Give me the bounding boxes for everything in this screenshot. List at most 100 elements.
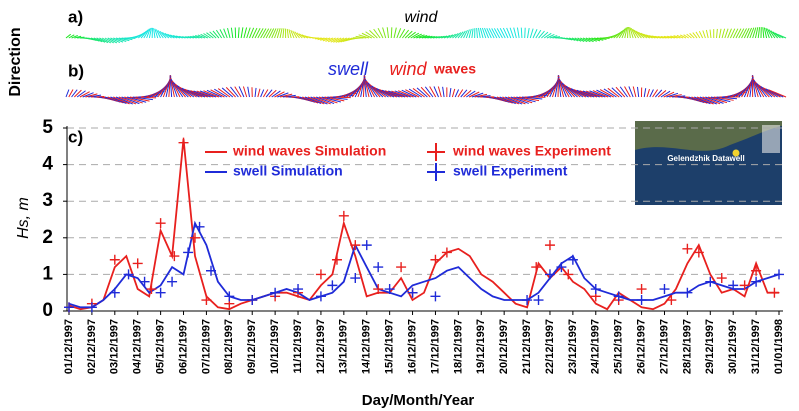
series-marker: [545, 240, 555, 250]
direction-arrow: [517, 28, 519, 38]
x-tick-label: 06/12/1997: [177, 319, 189, 374]
x-tick-label: 01/12/1997: [63, 319, 75, 374]
series-marker: [637, 295, 647, 305]
direction-arrow: [269, 29, 274, 38]
direction-arrow: [438, 87, 441, 97]
series-marker: [774, 269, 784, 279]
x-tick-label: 25/12/1997: [613, 319, 625, 374]
direction-arrow: [478, 28, 480, 38]
series-marker: [396, 262, 406, 272]
direction-arrow: [255, 88, 256, 97]
direction-arrow: [450, 88, 451, 97]
direction-arrow: [527, 28, 529, 38]
x-tick-label: 23/12/1997: [567, 319, 579, 374]
panel-label: b): [68, 61, 84, 80]
y-tick-label: 0: [42, 300, 53, 321]
x-tick-label: 15/12/1997: [384, 319, 396, 374]
direction-arrow: [261, 29, 266, 38]
direction-arrow: [248, 87, 250, 97]
direction-arrow: [492, 28, 497, 38]
panel-title: wind: [389, 59, 427, 79]
series-marker: [545, 269, 555, 279]
x-tick-label: 08/12/1997: [223, 319, 235, 374]
series-marker: [167, 277, 177, 287]
direction-arrow: [394, 28, 396, 38]
series-marker: [682, 244, 692, 254]
direction-arrow: [443, 87, 444, 97]
series-marker: [247, 295, 257, 305]
x-tick-label: 26/12/1997: [635, 319, 647, 374]
direction-arrow: [742, 28, 747, 38]
series-marker: [156, 218, 166, 228]
direction-arrow: [391, 27, 392, 38]
x-tick-label: 11/12/1997: [292, 319, 304, 373]
x-tick-label: 14/12/1997: [361, 319, 373, 374]
direction-arrow: [263, 29, 268, 38]
x-tick-label: 18/12/1997: [452, 319, 464, 374]
x-tick-label: 21/12/1997: [521, 319, 533, 374]
y-tick-label: 2: [42, 227, 53, 248]
inset-compass: [762, 125, 780, 153]
x-tick-label: 31/12/1997: [750, 319, 762, 374]
series-marker: [637, 284, 647, 294]
direction-arrow: [238, 27, 239, 38]
series-marker: [534, 295, 544, 305]
direction-arrow: [266, 29, 271, 38]
direction-arrow: [722, 29, 725, 38]
direction-arrow: [706, 30, 708, 38]
direction-arrow: [280, 28, 282, 38]
direction-arrow: [644, 88, 645, 97]
direction-arrow: [719, 29, 721, 38]
legend-label: wind waves Simulation: [232, 143, 386, 159]
x-tick-label: 19/12/1997: [475, 319, 487, 374]
direction-arrow: [243, 86, 246, 97]
inset-map: Gelendzhik Datawell: [635, 121, 782, 205]
y-tick-label: 1: [42, 263, 53, 284]
x-tick-label: 16/12/1997: [406, 319, 418, 374]
series-marker: [140, 277, 150, 287]
direction-arrow: [477, 28, 478, 38]
series-marker: [769, 288, 779, 298]
series-marker: [316, 291, 326, 301]
direction-arrow: [287, 29, 288, 38]
x-tick-label: 01/01/1998: [773, 319, 785, 374]
series-marker: [373, 262, 383, 272]
legend-swatch: [427, 143, 445, 161]
x-tick-label: 17/12/1997: [429, 319, 441, 374]
x-tick-label: 28/12/1997: [681, 319, 693, 374]
direction-arrow: [525, 28, 526, 38]
series-marker: [156, 288, 166, 298]
direction-arrow: [387, 27, 388, 38]
legend-swatch: [427, 163, 445, 181]
direction-arrow: [703, 31, 706, 38]
y-tick-label: 3: [42, 190, 53, 211]
direction-arrow: [494, 28, 499, 38]
y-tick-label: 4: [42, 154, 53, 175]
direction-arrow: [497, 28, 502, 38]
direction-arrow: [530, 29, 533, 38]
direction-arrow: [744, 28, 749, 38]
direction-arrow: [637, 87, 638, 97]
direction-arrow: [647, 89, 650, 97]
direction-arrow: [228, 28, 231, 38]
series-marker: [666, 295, 676, 305]
direction-arrow: [521, 28, 522, 38]
series-marker: [682, 288, 692, 298]
series-marker: [751, 277, 761, 287]
y-tick-label: 5: [42, 117, 53, 138]
x-tick-label: 03/12/1997: [109, 319, 121, 374]
direction-arrow: [633, 87, 636, 97]
x-tick-label: 04/12/1997: [132, 319, 144, 374]
direction-arrow: [231, 28, 232, 38]
direction-arrow: [763, 27, 764, 38]
direction-arrow: [514, 28, 517, 38]
series-marker: [659, 284, 669, 294]
x-tick-label: 13/12/1997: [338, 319, 350, 374]
x-tick-label: 20/12/1997: [498, 319, 510, 374]
series-marker: [430, 291, 440, 301]
panel-title: wind: [405, 9, 439, 26]
direction-arrow: [472, 29, 473, 38]
x-tick-label: 22/12/1997: [544, 319, 556, 374]
direction-label: Direction: [7, 27, 24, 96]
page: a) b) c) wind swell wind waves Direction…: [0, 0, 799, 411]
